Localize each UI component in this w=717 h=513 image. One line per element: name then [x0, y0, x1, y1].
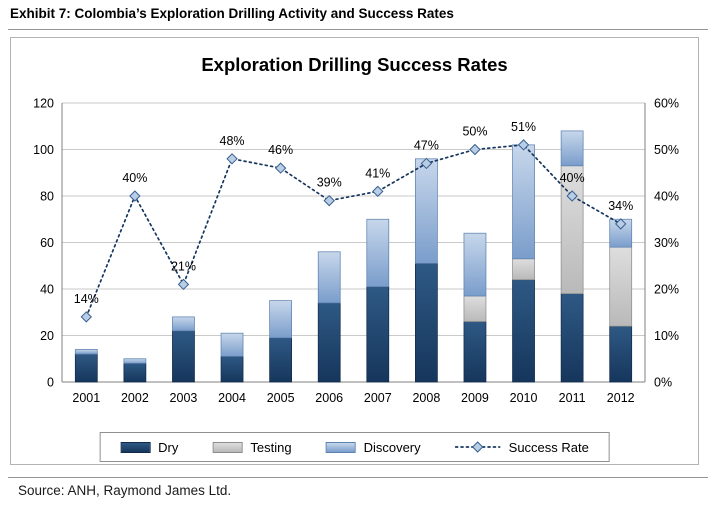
legend-label-success-rate: Success Rate [508, 439, 589, 455]
x-axis-label: 2008 [412, 391, 440, 405]
success-rate-marker [323, 194, 335, 207]
bar-segment-discovery [366, 218, 390, 288]
chart-panel: Exploration Drilling Success Rates 0 20 40… [10, 37, 699, 465]
bar-segment-dry [269, 337, 292, 383]
left-axis-tick: 60 [40, 236, 54, 250]
x-axis-label: 2006 [315, 391, 343, 405]
bar-segment-discovery [512, 144, 535, 260]
right-axis-tick: 40% [654, 190, 679, 204]
success-rate-marker [420, 157, 433, 170]
bar-segment-discovery [220, 332, 244, 357]
right-axis-tick: 30% [654, 236, 679, 250]
bar-segment-dry [415, 263, 438, 383]
success-rate-data-label: 46% [268, 143, 293, 157]
success-rate-data-label: 34% [608, 199, 633, 213]
success-rate-marker [80, 311, 92, 323]
success-rate-marker [615, 218, 627, 230]
success-rate-data-label: 41% [365, 166, 390, 180]
success-rate-data-label: 48% [220, 134, 245, 148]
success-rate-marker [372, 185, 384, 198]
x-axis-label: 2012 [607, 391, 635, 405]
bar-segment-discovery [269, 300, 292, 339]
success-rate-marker [566, 190, 578, 202]
header-divider [8, 29, 708, 30]
left-axis-tick: 40 [40, 283, 54, 297]
bar-segment-discovery [463, 232, 487, 297]
legend-item-testing: Testing [212, 439, 292, 455]
success-rate-data-label: 51% [511, 120, 536, 134]
bar-segment-discovery [123, 358, 147, 364]
x-axis-label: 2010 [510, 391, 538, 405]
success-rate-marker [129, 190, 141, 202]
x-axis-label: 2007 [364, 391, 392, 405]
success-rate-marker [226, 153, 238, 165]
bar-segment-dry [220, 356, 244, 383]
discovery-swatch-icon [325, 441, 356, 453]
testing-swatch-icon [212, 441, 243, 453]
right-axis-tick: 50% [654, 143, 679, 157]
success-rate-data-label: 21% [171, 259, 196, 273]
right-axis-tick: 20% [654, 283, 679, 297]
success-rate-data-label: 50% [462, 125, 487, 139]
legend-label-discovery: Discovery [363, 439, 421, 455]
success-rate-marker [274, 162, 287, 174]
success-rate-legend-diamond [471, 441, 484, 453]
left-axis-tick: 0 [47, 376, 54, 390]
bar-segment-testing [512, 258, 535, 281]
footer-divider [8, 477, 708, 478]
left-axis-tick: 80 [40, 190, 54, 204]
bar-segment-discovery [560, 130, 584, 167]
bar-segment-discovery [415, 158, 438, 264]
bar-segment-dry [366, 286, 390, 383]
legend-item-success-rate: Success Rate [454, 439, 589, 455]
dry-swatch-icon [120, 441, 151, 453]
success-rate-marker [177, 278, 190, 291]
success-rate-data-label: 40% [122, 171, 147, 185]
success-rate-data-label: 47% [414, 138, 439, 152]
x-axis-label: 2002 [121, 391, 149, 405]
legend: Dry Testing Discovery Success Rate [99, 432, 610, 462]
bar-segment-dry [172, 330, 195, 383]
right-axis-tick: 60% [654, 97, 679, 111]
x-axis-label: 2004 [218, 391, 246, 405]
success-rate-data-label: 14% [74, 292, 99, 306]
bar-segment-dry [512, 279, 535, 383]
left-axis-tick: 20 [40, 329, 54, 343]
legend-item-dry: Dry [120, 440, 178, 455]
x-axis-label: 2011 [559, 391, 586, 405]
source-text: Source: ANH, Raymond James Ltd. [18, 483, 232, 498]
x-axis-label: 2005 [267, 391, 295, 405]
bar-segment-dry [609, 325, 633, 383]
left-axis-tick: 100 [33, 143, 54, 157]
left-axis-tick: 120 [33, 97, 54, 111]
right-axis-tick: 0% [654, 376, 672, 390]
plot: 0 20 40 60 80 100 120 0% 10% 20% 30% 40% 50% 60% 2001 2… [33, 97, 679, 406]
bar-segment-dry [123, 363, 147, 383]
success-rate-line [85, 143, 622, 318]
x-axis-label: 2009 [461, 391, 489, 405]
exhibit-title: Exhibit 7: Colombia’s Exploration Drilli… [10, 6, 454, 21]
success-rate-data-label: 39% [317, 176, 342, 190]
legend-item-discovery: Discovery [325, 439, 421, 455]
bar-segment-discovery [74, 349, 98, 355]
bar-segment-dry [74, 353, 98, 383]
x-axis-label: 2003 [170, 391, 198, 405]
success-rate-marker [517, 139, 530, 151]
bar-segment-dry [560, 293, 584, 383]
bar-segment-dry [317, 302, 341, 383]
x-axis-label: 2001 [72, 391, 100, 405]
bar-segment-testing [463, 295, 487, 322]
bar-segment-discovery [317, 251, 341, 304]
legend-label-dry: Dry [158, 439, 179, 455]
success-rate-marker [469, 143, 481, 156]
success-rate-data-label: 40% [560, 171, 585, 185]
success-rate-legend-icon [454, 441, 501, 453]
legend-label-testing: Testing [250, 439, 292, 455]
chart-title: Exploration Drilling Success Rates [201, 54, 508, 75]
bar-segment-discovery [172, 316, 195, 332]
bar-segment-testing [609, 246, 633, 327]
bar-segment-dry [463, 321, 487, 383]
right-axis-tick: 10% [654, 329, 679, 343]
